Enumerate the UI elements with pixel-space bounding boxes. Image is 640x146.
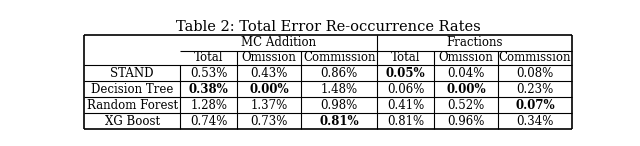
Text: Decision Tree: Decision Tree xyxy=(91,83,173,96)
Text: 0.05%: 0.05% xyxy=(386,67,426,80)
Text: 0.86%: 0.86% xyxy=(321,67,358,80)
Text: Table 2: Total Error Re-occurrence Rates: Table 2: Total Error Re-occurrence Rates xyxy=(175,20,481,34)
Text: 0.81%: 0.81% xyxy=(319,115,359,128)
Text: 0.08%: 0.08% xyxy=(516,67,554,80)
Text: Random Forest: Random Forest xyxy=(86,99,178,112)
Text: Fractions: Fractions xyxy=(447,36,503,49)
Text: 0.43%: 0.43% xyxy=(250,67,288,80)
Text: XG Boost: XG Boost xyxy=(104,115,160,128)
Text: Omission: Omission xyxy=(242,51,296,64)
Text: 0.00%: 0.00% xyxy=(250,83,289,96)
Text: 0.04%: 0.04% xyxy=(447,67,485,80)
Text: 0.41%: 0.41% xyxy=(387,99,424,112)
Text: STAND: STAND xyxy=(111,67,154,80)
Text: 0.38%: 0.38% xyxy=(189,83,228,96)
Text: 1.28%: 1.28% xyxy=(190,99,227,112)
Text: 0.00%: 0.00% xyxy=(446,83,486,96)
Text: 0.74%: 0.74% xyxy=(190,115,227,128)
Text: Total: Total xyxy=(194,51,223,64)
Text: 0.81%: 0.81% xyxy=(387,115,424,128)
Text: MC Addition: MC Addition xyxy=(241,36,316,49)
Text: 1.37%: 1.37% xyxy=(250,99,288,112)
Text: Commission: Commission xyxy=(303,51,376,64)
Text: Commission: Commission xyxy=(499,51,572,64)
Text: 0.73%: 0.73% xyxy=(250,115,288,128)
Text: 0.53%: 0.53% xyxy=(190,67,227,80)
Text: Total: Total xyxy=(391,51,420,64)
Text: 1.48%: 1.48% xyxy=(321,83,358,96)
Text: 0.52%: 0.52% xyxy=(447,99,485,112)
Text: 0.96%: 0.96% xyxy=(447,115,485,128)
Text: 0.07%: 0.07% xyxy=(515,99,555,112)
Text: Omission: Omission xyxy=(439,51,493,64)
Text: 0.06%: 0.06% xyxy=(387,83,424,96)
Text: 0.34%: 0.34% xyxy=(516,115,554,128)
Text: 0.98%: 0.98% xyxy=(321,99,358,112)
Text: 0.23%: 0.23% xyxy=(516,83,554,96)
